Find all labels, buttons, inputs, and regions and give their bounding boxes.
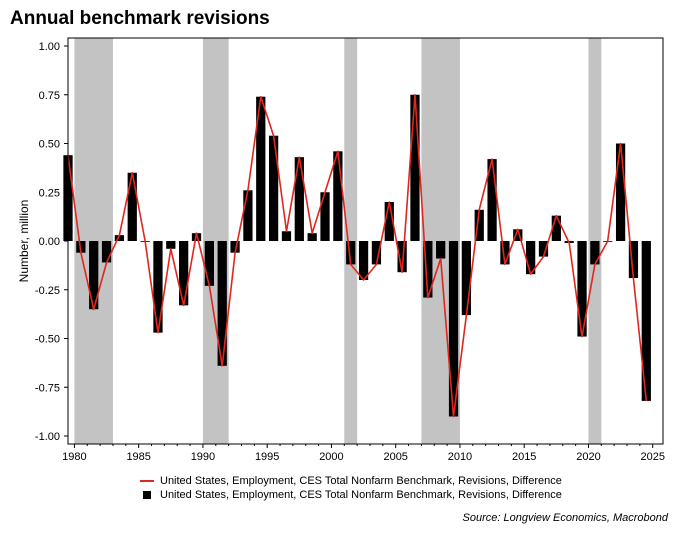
- bar-11: [204, 241, 214, 286]
- bar-30: [448, 241, 459, 417]
- y-tick-label-2: 0.50: [39, 139, 60, 151]
- bar-44: [628, 241, 639, 279]
- x-tick-label-2: 1990: [191, 451, 215, 463]
- x-tick-label-0: 1980: [62, 451, 86, 463]
- bar-12: [217, 241, 227, 366]
- y-tick-label-8: -1.00: [35, 431, 60, 443]
- chart-title: Annual benchmark revisions: [10, 8, 270, 29]
- legend-item-bar: United States, Employment, CES Total Non…: [140, 489, 562, 501]
- bar-5: [127, 172, 137, 241]
- bar-23: [358, 241, 369, 280]
- bar-37: [538, 241, 549, 257]
- y-tick-label-0: 1.00: [39, 41, 60, 53]
- bar-29: [436, 241, 446, 259]
- y-tick-label-6: -0.50: [35, 334, 60, 346]
- source-note: Source: Longview Economics, Macrobond: [462, 512, 668, 524]
- y-tick-label-3: 0.25: [39, 187, 60, 199]
- x-tick-label-3: 1995: [255, 451, 279, 463]
- bar-14: [243, 190, 253, 241]
- y-tick-label-7: -0.75: [35, 382, 60, 394]
- bar-17: [281, 231, 292, 241]
- bar-35: [513, 229, 523, 241]
- y-axis-label: Number, million: [17, 200, 31, 283]
- bar-34: [500, 241, 510, 265]
- legend-line-label: United States, Employment, CES Total Non…: [160, 475, 562, 487]
- bar-31: [461, 241, 472, 316]
- bar-45: [641, 241, 651, 401]
- bar-33: [487, 159, 497, 241]
- legend-line-swatch: [140, 480, 154, 482]
- legend-bar-label: United States, Employment, CES Total Non…: [160, 489, 562, 501]
- bar-9: [179, 241, 189, 306]
- bar-2: [89, 241, 99, 310]
- legend-item-line: United States, Employment, CES Total Non…: [140, 475, 562, 487]
- bar-27: [410, 94, 420, 241]
- bar-40: [577, 241, 587, 337]
- y-tick-label-5: -0.25: [35, 285, 60, 297]
- bar-22: [346, 241, 356, 265]
- bar-4: [114, 235, 125, 241]
- bar-7: [153, 241, 163, 333]
- x-tick-label-6: 2010: [448, 451, 472, 463]
- x-tick-label-7: 2015: [512, 451, 536, 463]
- bar-15: [256, 96, 266, 241]
- bar-36: [526, 241, 536, 275]
- bar-20: [320, 192, 330, 241]
- bar-16: [268, 135, 279, 241]
- bar-28: [423, 241, 433, 298]
- x-tick-label-1: 1985: [126, 451, 150, 463]
- bar-19: [307, 233, 317, 241]
- y-tick-label-4: 0.00: [39, 236, 60, 248]
- bar-24: [371, 241, 382, 265]
- bar-3: [101, 241, 112, 263]
- bar-43: [615, 143, 626, 241]
- x-tick-label-9: 2025: [640, 451, 664, 463]
- revision-line: [67, 94, 648, 418]
- x-tick-label-4: 2000: [319, 451, 343, 463]
- bar-13: [230, 241, 240, 253]
- bar-21: [333, 151, 343, 241]
- y-tick-label-1: 0.75: [39, 90, 60, 102]
- bar-25: [384, 202, 394, 241]
- x-tick-label-8: 2020: [576, 451, 600, 463]
- bar-26: [397, 241, 407, 273]
- legend-bar-swatch: [143, 491, 151, 499]
- bar-8: [166, 241, 176, 249]
- bar-41: [590, 241, 600, 265]
- bar-32: [474, 209, 484, 241]
- bar-38: [551, 215, 561, 241]
- bar-18: [294, 157, 304, 241]
- x-tick-label-5: 2005: [383, 451, 407, 463]
